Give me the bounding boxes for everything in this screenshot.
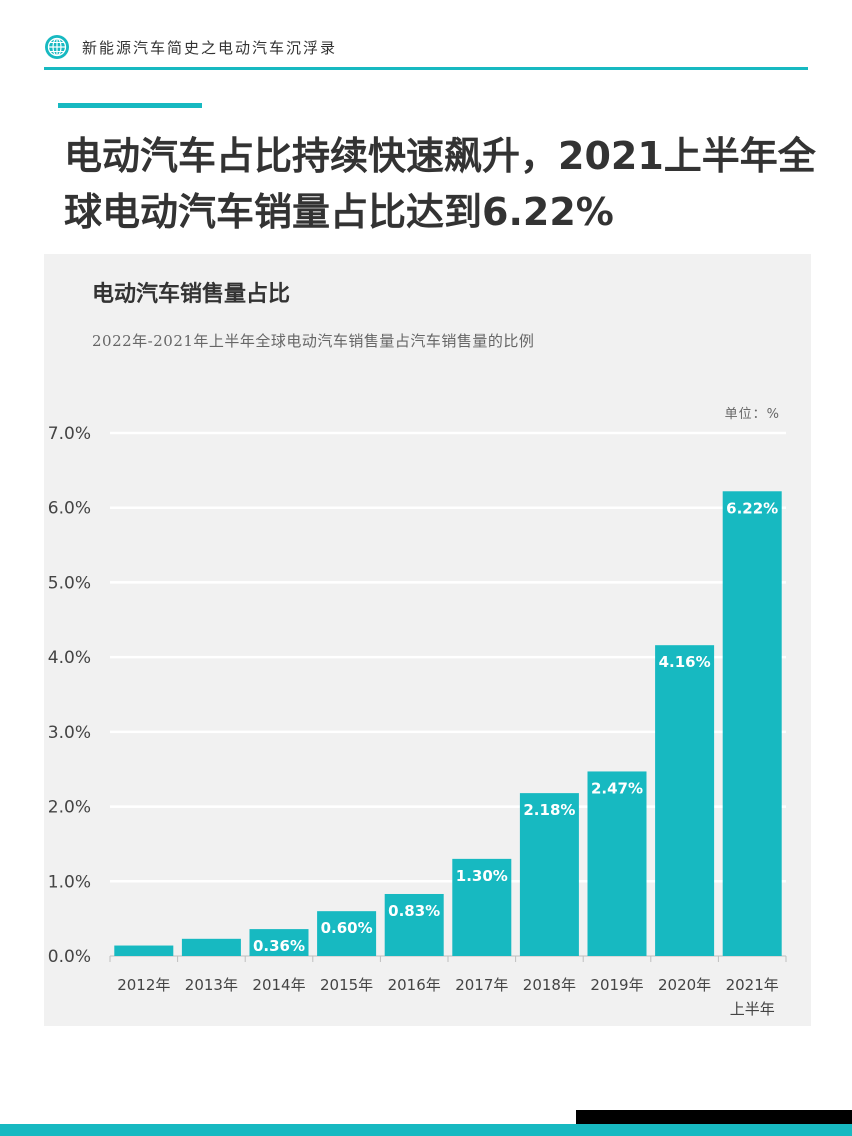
bar	[249, 929, 309, 956]
y-tick-label: 4.0%	[48, 648, 91, 668]
x-tick-label: 2020年	[658, 976, 711, 994]
bar	[519, 793, 579, 956]
bar	[114, 945, 174, 956]
x-tick-label: 2012年	[117, 976, 170, 994]
data-label: 2.47%	[591, 779, 643, 797]
x-tick-label: 2021年上半年	[726, 976, 779, 1018]
unit-label: 单位：%	[724, 407, 780, 422]
y-tick-label: 0.0%	[48, 947, 91, 967]
y-tick-label: 2.0%	[48, 798, 91, 818]
y-tick-label: 1.0%	[48, 872, 91, 892]
bar	[722, 491, 782, 956]
bar-chart: 0.0% 1.0% 2.0% 3.0% 4.0% 5.0% 6.0% 7.0% 2012年 201…	[48, 424, 787, 1018]
bar	[384, 893, 444, 956]
page-title: 电动汽车占比持续快速飙升，2021上半年全球电动汽车销量占比达到6.22%	[64, 134, 816, 234]
x-tick-label: 2013年	[185, 976, 238, 994]
footer-black-bar	[576, 1110, 852, 1124]
x-tick-label: 2014年	[252, 976, 305, 994]
y-tick-label: 7.0%	[48, 424, 91, 444]
y-tick-label: 6.0%	[48, 499, 91, 519]
bar	[181, 938, 241, 956]
x-tick-label: 2016年	[388, 976, 441, 994]
chart-subtitle: 2022年-2021年上半年全球电动汽车销售量占汽车销售量的比例	[92, 332, 535, 350]
data-label: 2.18%	[523, 801, 575, 819]
bar	[452, 858, 512, 956]
x-tick-label: 2018年	[523, 976, 576, 994]
data-label: 1.30%	[456, 867, 508, 885]
bar	[317, 911, 377, 956]
y-tick-label: 3.0%	[48, 723, 91, 743]
bar	[655, 645, 715, 956]
data-label: 6.22%	[726, 499, 778, 517]
header-title: 新能源汽车简史之电动汽车沉浮录	[82, 39, 338, 57]
data-label: 0.60%	[321, 919, 373, 937]
x-tick-label: 2017年	[455, 976, 508, 994]
header-divider	[44, 67, 808, 70]
data-label: 0.83%	[388, 902, 440, 920]
x-tick-label: 2015年	[320, 976, 373, 994]
bar	[587, 771, 647, 956]
chart-panel: 电动汽车销售量占比 2022年-2021年上半年全球电动汽车销售量占汽车销售量的…	[44, 254, 811, 1026]
y-tick-label: 5.0%	[48, 573, 91, 593]
data-label: 4.16%	[659, 653, 711, 671]
title-accent-bar	[58, 103, 202, 108]
data-label: 0.36%	[253, 937, 305, 955]
chart-title: 电动汽车销售量占比	[92, 282, 291, 307]
globe-icon	[45, 35, 69, 59]
footer-accent-bar	[0, 1124, 852, 1136]
x-tick-label: 2019年	[590, 976, 643, 994]
